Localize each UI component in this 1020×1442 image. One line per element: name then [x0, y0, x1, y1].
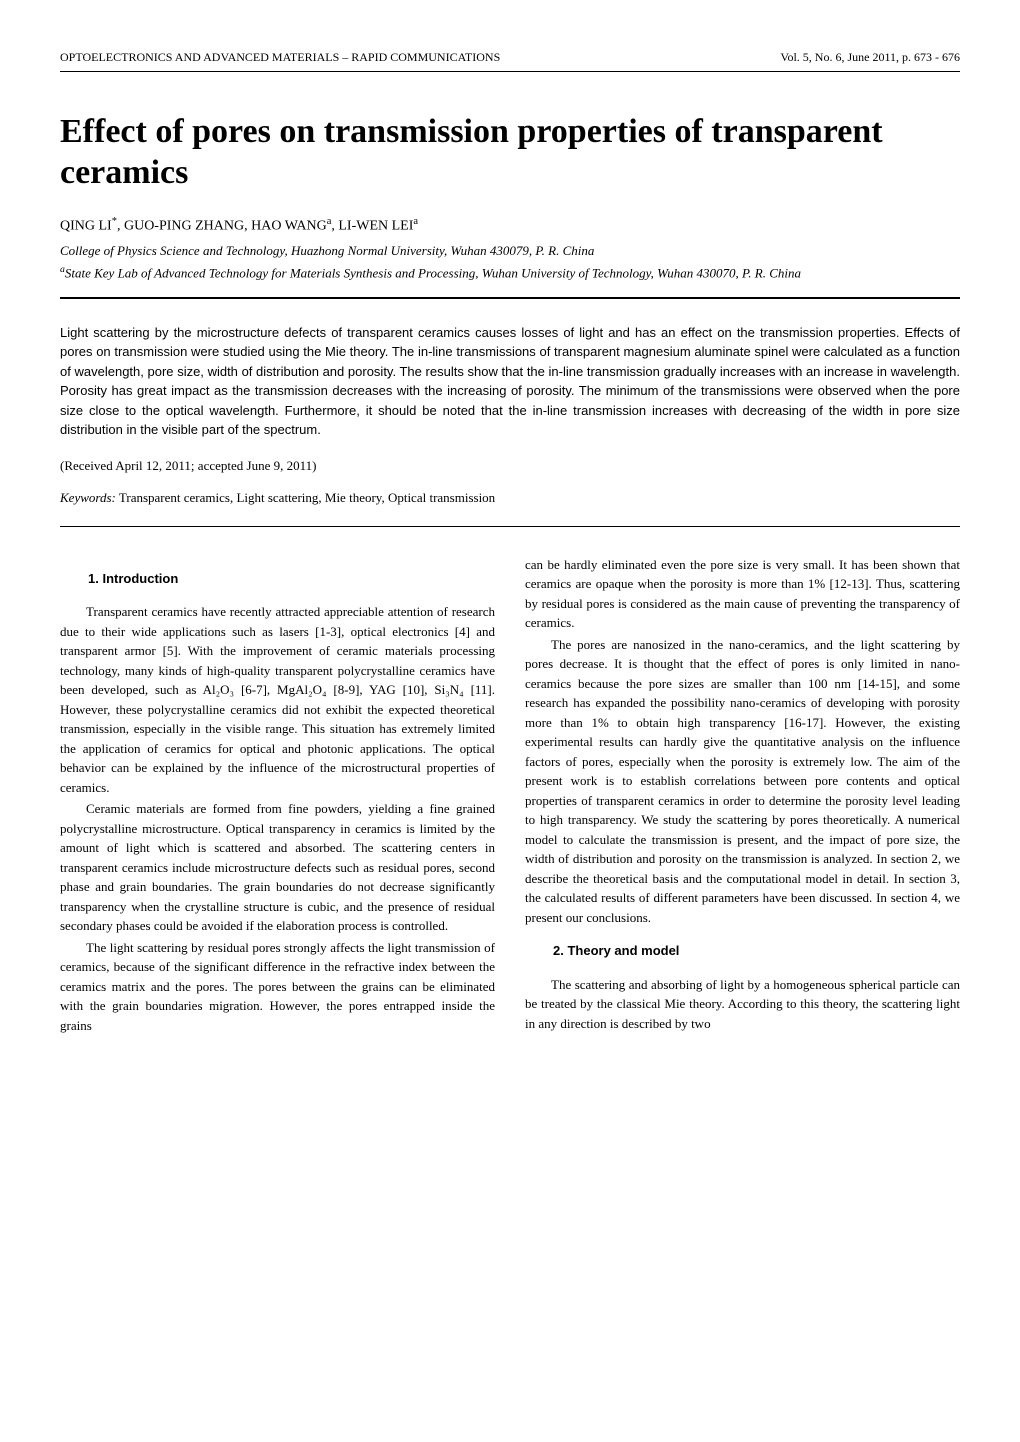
theory-para-1: The scattering and absorbing of light by…	[525, 975, 960, 1034]
abstract: Light scattering by the microstructure d…	[60, 323, 960, 440]
journal-header: OPTOELECTRONICS AND ADVANCED MATERIALS –…	[60, 50, 960, 72]
body-columns: 1. Introduction Transparent ceramics hav…	[60, 555, 960, 1038]
section-heading-theory: 2. Theory and model	[553, 941, 960, 961]
keywords-list: Transparent ceramics, Light scattering, …	[116, 490, 495, 505]
journal-issue: Vol. 5, No. 6, June 2011, p. 673 - 676	[780, 50, 960, 65]
affiliation-1: College of Physics Science and Technolog…	[60, 242, 960, 260]
keywords-label: Keywords:	[60, 490, 116, 505]
affiliation-2: aState Key Lab of Advanced Technology fo…	[60, 263, 960, 283]
authors: QING LI*, GUO-PING ZHANG, HAO WANGa, LI-…	[60, 216, 960, 235]
intro-para-1: Transparent ceramics have recently attra…	[60, 602, 495, 797]
intro-para-4: The pores are nanosized in the nano-cera…	[525, 635, 960, 928]
received-dates: (Received April 12, 2011; accepted June …	[60, 458, 960, 474]
journal-name: OPTOELECTRONICS AND ADVANCED MATERIALS –…	[60, 50, 500, 65]
section-heading-intro: 1. Introduction	[88, 569, 495, 589]
paper-title: Effect of pores on transmission properti…	[60, 112, 960, 194]
keywords: Keywords: Transparent ceramics, Light sc…	[60, 490, 960, 506]
rule-bottom	[60, 526, 960, 527]
intro-para-3: The light scattering by residual pores s…	[60, 938, 495, 1036]
intro-para-2: Ceramic materials are formed from fine p…	[60, 799, 495, 936]
left-column: 1. Introduction Transparent ceramics hav…	[60, 555, 495, 1038]
right-column: can be hardly eliminated even the pore s…	[525, 555, 960, 1038]
intro-para-3-cont: can be hardly eliminated even the pore s…	[525, 555, 960, 633]
rule-top	[60, 297, 960, 299]
